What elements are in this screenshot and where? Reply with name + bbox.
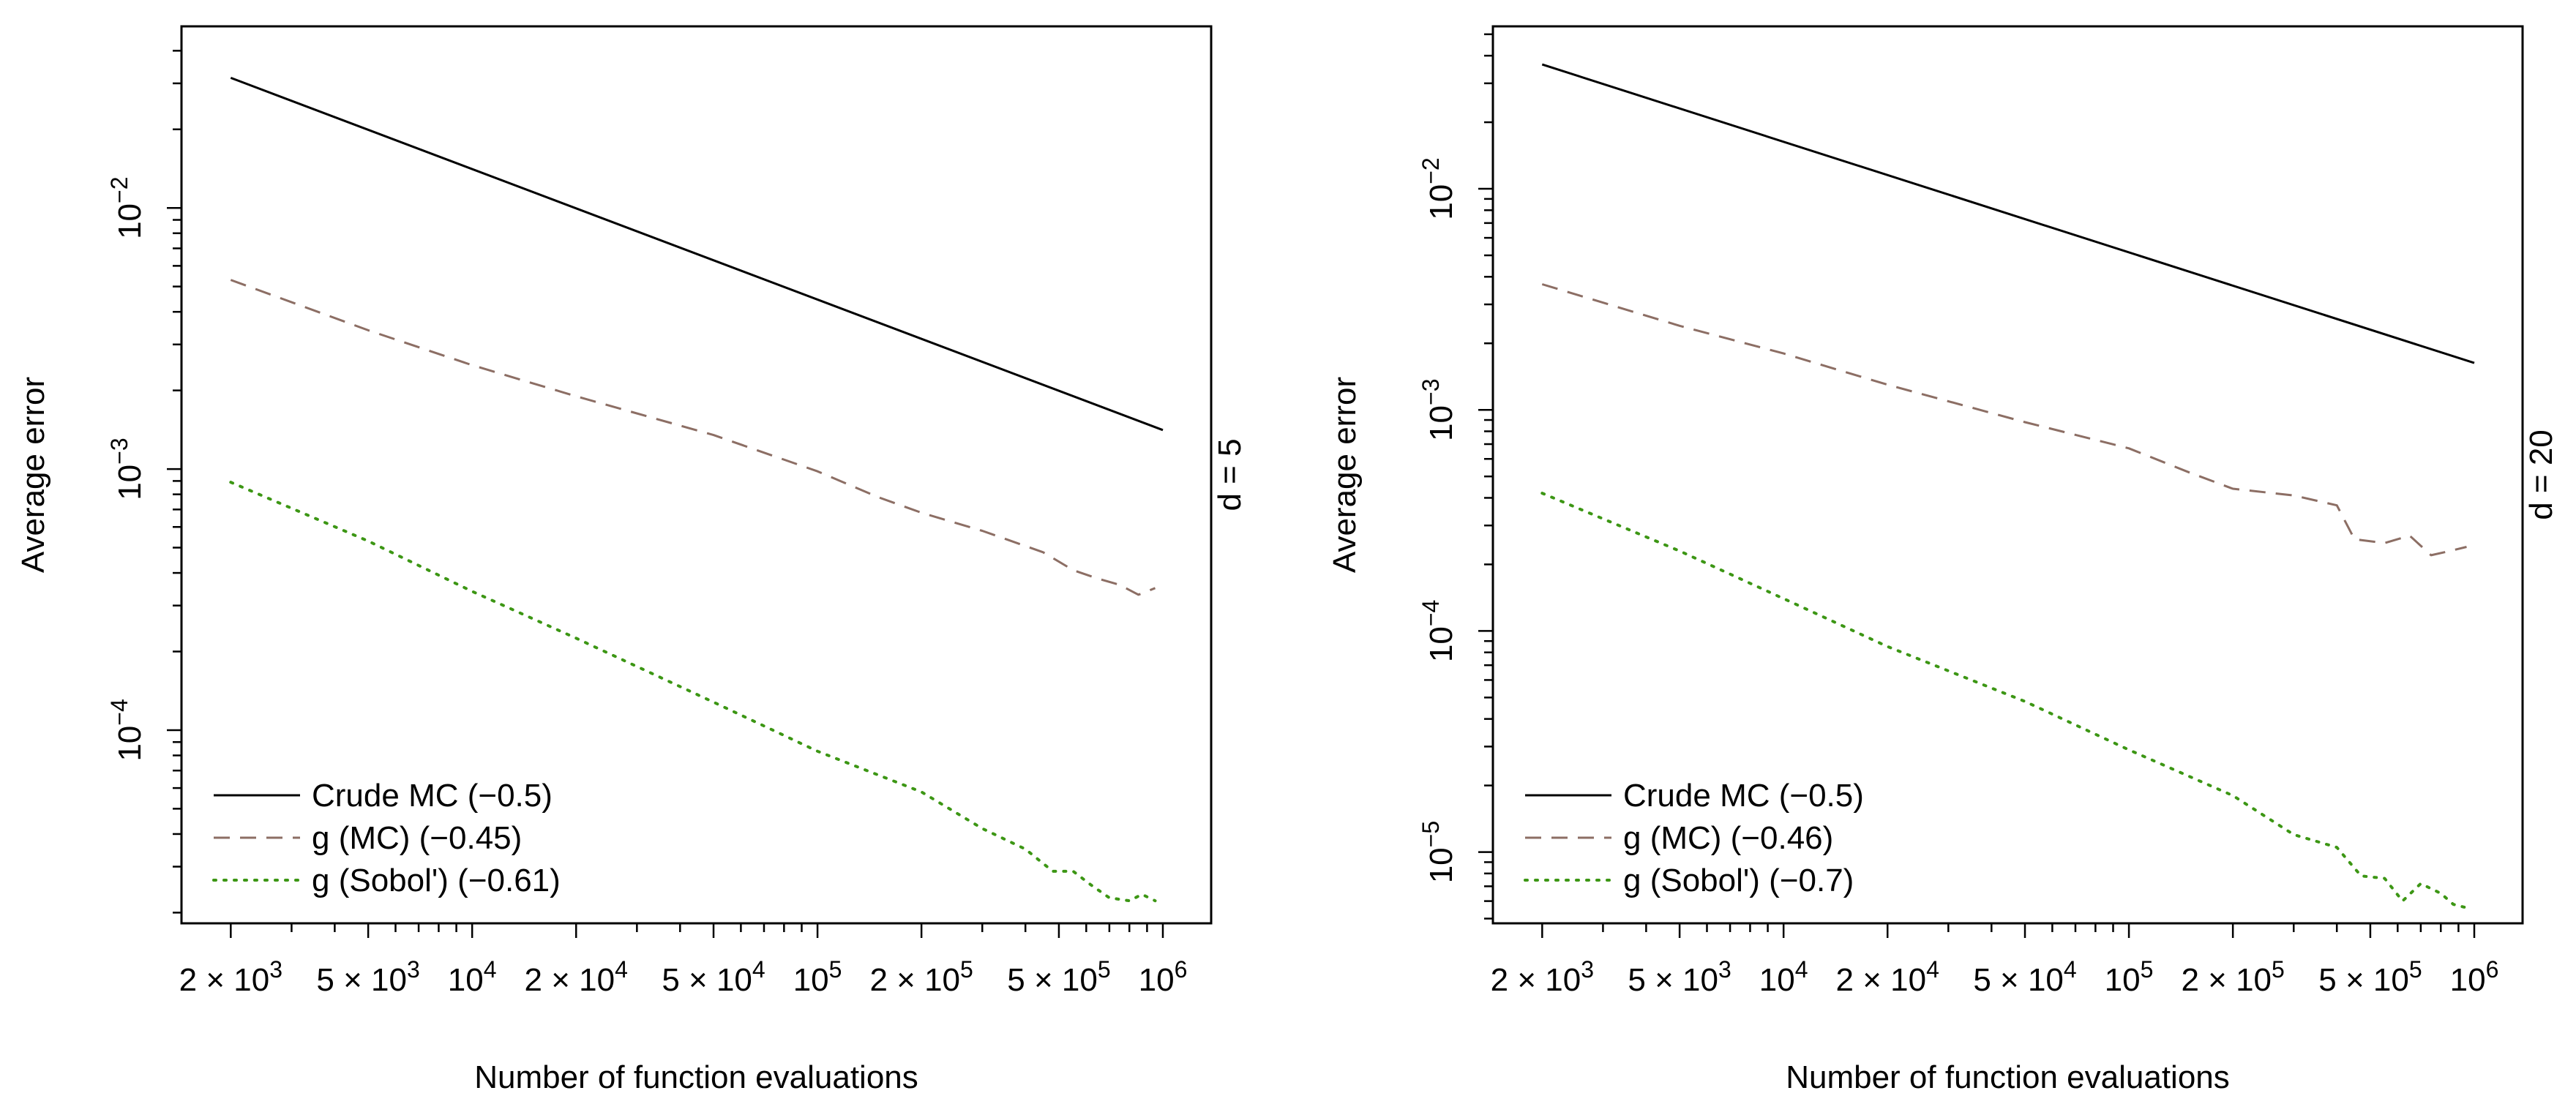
series-line-3: [229, 481, 1157, 903]
x-tick-label: 2 × 104: [525, 956, 628, 998]
x-tick-label: 5 × 104: [662, 956, 765, 998]
y-tick-label: 10−2: [1418, 157, 1459, 219]
plot-frame: [180, 25, 1213, 925]
x-tick-label: 2 × 105: [869, 956, 973, 998]
legend-label-1: Crude MC (−0.5): [312, 778, 553, 814]
y-tick-label: 10−3: [1418, 379, 1459, 441]
y-tick-label: 10−2: [106, 176, 148, 239]
legend-label-2: g (MC) (−0.45): [312, 820, 522, 856]
x-axis-title: Number of function evaluations: [1786, 1059, 2230, 1095]
panel-label: d = 20: [2523, 429, 2559, 520]
x-tick-label: 5 × 104: [1973, 956, 2076, 998]
legend-label-3: g (Sobol') (−0.7): [1623, 863, 1854, 898]
y-tick-label: 10−4: [106, 699, 148, 761]
x-tick-label: 2 × 103: [1491, 956, 1594, 998]
x-tick-label: 2 × 105: [2181, 956, 2284, 998]
x-tick-label: 2 × 104: [1836, 956, 1939, 998]
series-line-1: [1541, 63, 2475, 364]
legend-label-2: g (MC) (−0.46): [1623, 820, 1833, 856]
y-axis-title: Average error: [1327, 377, 1363, 573]
x-axis-title: Number of function evaluations: [474, 1059, 918, 1095]
x-tick-label: 5 × 103: [1628, 956, 1731, 998]
legend-label-1: Crude MC (−0.5): [1623, 778, 1864, 814]
panel-label: d = 5: [1212, 438, 1248, 511]
legend-label-3: g (Sobol') (−0.61): [312, 863, 561, 898]
x-tick-label: 2 × 103: [179, 956, 282, 998]
x-tick-label: 105: [2105, 956, 2154, 998]
plot-frame: [1491, 25, 2524, 925]
chart-panel-2: 2 × 103 5 × 103 104 2 × 104 5 × 104 105 2 × 10…: [1327, 25, 2559, 1095]
y-tick-label: 10−4: [1418, 600, 1459, 662]
y-tick-label: 10−5: [1418, 821, 1459, 883]
x-tick-label: 5 × 105: [1007, 956, 1110, 998]
series-line-2: [1541, 283, 2467, 557]
x-tick-label: 106: [1139, 956, 1188, 998]
x-tick-label: 5 × 103: [316, 956, 419, 998]
series-line-1: [230, 76, 1164, 432]
x-tick-label: 104: [1759, 956, 1808, 998]
x-tick-label: 5 × 105: [2318, 956, 2422, 998]
chart-panel-1: 2 × 103 5 × 103 104 2 × 104 5 × 104 105 2 × 10…: [15, 25, 1248, 1095]
series-line-3: [1540, 492, 2468, 909]
series-line-2: [230, 279, 1156, 596]
x-tick-label: 104: [448, 956, 497, 998]
y-tick-label: 10−3: [106, 438, 148, 500]
x-tick-label: 106: [2450, 956, 2499, 998]
x-tick-label: 105: [793, 956, 842, 998]
y-axis-title: Average error: [15, 377, 51, 573]
